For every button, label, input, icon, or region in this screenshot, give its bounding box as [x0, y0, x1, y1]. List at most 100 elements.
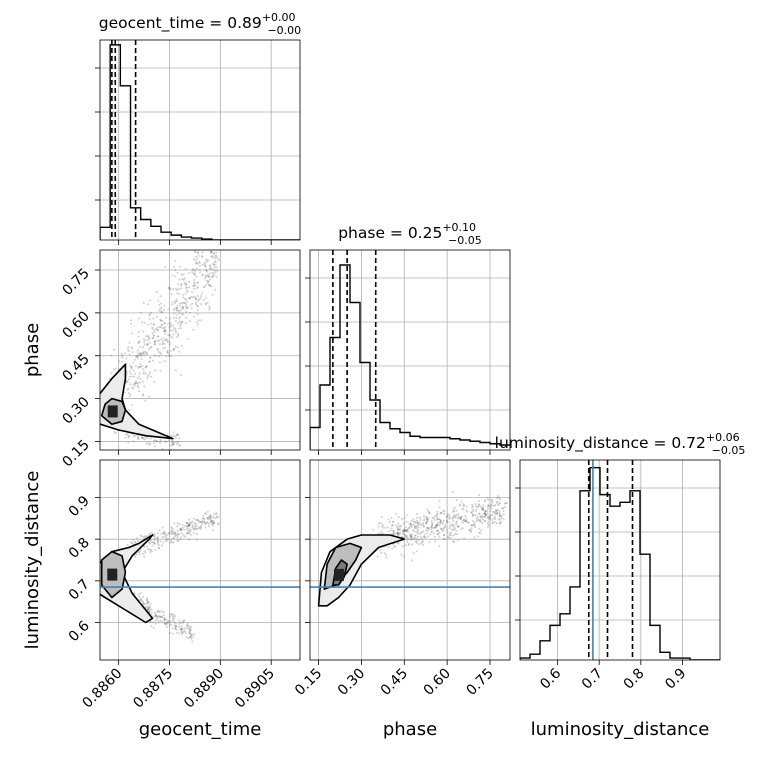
scatter-point: [480, 505, 483, 508]
scatter-point: [401, 530, 404, 533]
scatter-point: [402, 530, 405, 533]
scatter-point: [153, 535, 156, 538]
scatter-point: [143, 545, 146, 548]
scatter-point: [124, 436, 127, 439]
scatter-point: [114, 432, 117, 435]
x-tick-label: 0.8890: [181, 666, 227, 712]
scatter-point: [199, 520, 202, 523]
scatter-point: [201, 519, 204, 522]
scatter-point: [172, 537, 175, 540]
scatter-point: [453, 506, 456, 509]
scatter-point: [476, 505, 479, 508]
scatter-point: [486, 505, 489, 508]
scatter-point: [214, 260, 217, 263]
scatter-point: [388, 521, 391, 524]
scatter-point: [164, 326, 167, 329]
scatter-point: [158, 615, 161, 618]
scatter-point: [204, 235, 206, 237]
scatter-point: [131, 351, 134, 354]
scatter-point: [135, 382, 138, 385]
scatter-point: [431, 526, 434, 529]
scatter-point: [414, 534, 417, 537]
scatter-point: [152, 615, 155, 618]
scatter-point: [150, 625, 153, 628]
scatter-point: [387, 530, 390, 533]
scatter-point: [472, 524, 475, 527]
scatter-point: [133, 434, 136, 437]
scatter-point: [489, 515, 492, 518]
scatter-point: [432, 532, 435, 535]
scatter-point: [166, 538, 169, 541]
scatter-point: [161, 319, 164, 322]
plot-area: [317, 491, 508, 607]
scatter-point: [405, 529, 408, 532]
scatter-point: [186, 247, 188, 249]
scatter-point: [153, 341, 156, 344]
scatter-point: [143, 321, 146, 324]
scatter-point: [139, 597, 142, 600]
scatter-point: [493, 511, 496, 514]
scatter-point: [154, 369, 157, 372]
scatter-point: [170, 532, 173, 535]
scatter-point: [473, 521, 476, 524]
scatter-point: [156, 532, 159, 535]
scatter-point: [461, 527, 464, 530]
scatter-point: [404, 544, 407, 547]
scatter-point: [453, 514, 456, 517]
scatter-point: [142, 595, 145, 598]
scatter-point: [481, 508, 484, 511]
scatter-point: [205, 232, 207, 234]
scatter-point: [204, 522, 207, 525]
scatter-point: [491, 501, 494, 504]
scatter-point: [433, 517, 436, 520]
scatter-point: [172, 309, 175, 312]
scatter-point: [176, 288, 179, 291]
scatter-point: [405, 538, 408, 541]
scatter-point: [159, 439, 162, 442]
scatter-point: [483, 512, 486, 515]
scatter-point: [155, 439, 158, 442]
scatter-point: [128, 409, 131, 412]
scatter-point: [132, 361, 135, 364]
scatter-point: [489, 514, 492, 517]
scatter-point: [170, 355, 173, 358]
scatter-point: [185, 627, 188, 630]
scatter-point: [156, 609, 159, 612]
scatter-point: [495, 510, 498, 513]
scatter-point: [137, 593, 140, 596]
scatter-point: [440, 527, 443, 530]
scatter-point: [136, 349, 139, 352]
scatter-point: [436, 533, 439, 536]
scatter-point: [179, 529, 182, 532]
scatter-point: [151, 359, 154, 362]
scatter-point: [174, 369, 177, 372]
scatter-point: [123, 391, 126, 394]
scatter-point: [158, 615, 161, 618]
scatter-point: [416, 532, 419, 535]
scatter-point: [184, 267, 187, 270]
scatter-point: [139, 353, 142, 356]
scatter-point: [168, 287, 171, 290]
scatter-point: [470, 511, 473, 514]
scatter-point: [169, 349, 172, 352]
scatter-point: [153, 537, 156, 540]
scatter-point: [457, 513, 460, 516]
scatter-point: [479, 531, 482, 534]
scatter-point: [177, 334, 180, 337]
scatter-point: [180, 287, 183, 290]
scatter-point: [196, 262, 199, 265]
scatter-point: [154, 613, 157, 616]
scatter-point: [180, 345, 183, 348]
scatter-point: [142, 394, 145, 397]
scatter-point: [380, 530, 383, 533]
scatter-point: [157, 309, 160, 312]
scatter-point: [151, 332, 154, 335]
scatter-point: [455, 514, 458, 517]
scatter-point: [499, 522, 502, 525]
scatter-point: [189, 629, 192, 632]
scatter-point: [185, 316, 188, 319]
scatter-point: [179, 527, 182, 530]
scatter-point: [143, 370, 146, 373]
scatter-point: [138, 595, 141, 598]
scatter-point: [376, 555, 379, 558]
